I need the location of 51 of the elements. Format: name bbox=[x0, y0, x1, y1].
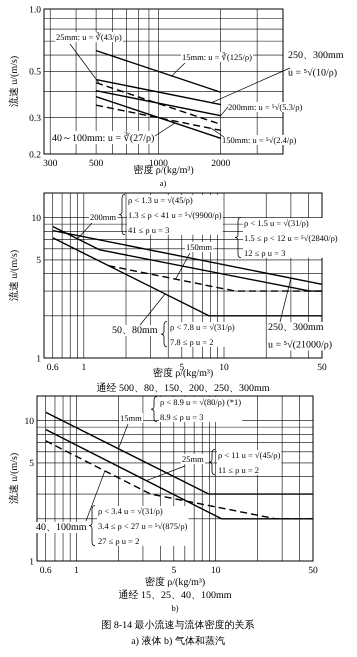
annotation: 200mm: u = ⁵√(5.3/ρ) bbox=[228, 102, 302, 112]
x-tick-label: 50 bbox=[317, 363, 327, 373]
x-axis-title: 密度 ρ/(kg/m³) bbox=[144, 576, 206, 588]
y-tick-label: 0.5 bbox=[29, 68, 42, 78]
annotation: 200mm bbox=[90, 212, 116, 222]
y-tick-label: 1 bbox=[36, 354, 42, 364]
annotation: ρ < 7.8 u = √(31/ρ) 7.8 ≤ ρ u = 2 bbox=[170, 322, 235, 347]
annotation: ρ < 1.3 u = √(45/ρ) 1.3 ≤ ρ < 41 u = ⁵√(9900/ρ) 41 ≤ ρ u = 3 bbox=[128, 195, 222, 235]
y-axis-title: 流速 u/(m/s) bbox=[8, 452, 20, 504]
x-tick-label: 2000 bbox=[211, 159, 230, 169]
y-tick-label: 0.2 bbox=[29, 150, 42, 160]
annotation: 15mm bbox=[120, 413, 142, 423]
y-tick-label: 5 bbox=[29, 459, 34, 470]
x-tick-label: 5 bbox=[171, 566, 176, 576]
annotation: 250、300mm u = ⁵√(10/ρ) bbox=[288, 50, 344, 78]
x-tick-label: 500 bbox=[88, 159, 104, 169]
x-tick-label: 0.6 bbox=[46, 363, 59, 373]
caption: 图 8-14 最小流速与流体密度的关系 bbox=[101, 619, 255, 631]
text: 通经 15、25、40、100mm bbox=[118, 589, 232, 601]
x-tick-label: 300 bbox=[43, 159, 58, 169]
y-tick-label: 1 bbox=[29, 557, 34, 568]
y-axis-title: 流速 u/(m/s) bbox=[8, 250, 20, 302]
annotation: ρ < 11 u = √(45/ρ) 11 ≤ ρ u = 2 bbox=[218, 450, 280, 475]
annotation: 25mm: u = ∛(43/ρ) bbox=[56, 32, 122, 42]
annotation: 40～100mm: u = ∛(27/ρ) bbox=[52, 131, 154, 144]
y-axis-title: 流速 u/(m/s) bbox=[8, 56, 20, 108]
text: 通经 500、80、150、200、250、300mm bbox=[96, 382, 270, 394]
annotation: 15mm: u = ∛(125/ρ) bbox=[182, 52, 252, 62]
x-tick-label: 50 bbox=[308, 566, 318, 576]
annotation: 150mm: u = ⁵√(2.4/ρ) bbox=[222, 135, 296, 145]
annotation: 50、80mm bbox=[112, 325, 158, 336]
text: a) bbox=[160, 178, 166, 188]
x-tick-label: 0.6 bbox=[40, 566, 52, 576]
x-tick-label: 1 bbox=[81, 363, 86, 373]
annotation: 25mm bbox=[182, 454, 204, 464]
text: b) bbox=[171, 603, 179, 613]
annotation: ρ < 8.9 u = √(80/ρ) (*1) 8.9 ≤ ρ u = 3 bbox=[160, 397, 242, 422]
x-tick-label: 10 bbox=[219, 363, 230, 373]
annotation: ρ < 1.5 u = √(31/ρ) 1.5 ≤ ρ < 12 u = ⁵√(2840/ρ) 12 ≤ ρ u = 3 bbox=[244, 218, 338, 258]
x-tick-label: 1 bbox=[74, 566, 80, 576]
y-tick-label: 5 bbox=[36, 256, 42, 266]
annotation: 250、300mm u = ⁵√(21000/ρ) bbox=[268, 322, 332, 350]
annotation: 150mm bbox=[186, 242, 212, 252]
x-tick-label: 10 bbox=[210, 566, 221, 576]
y-tick-label: 10 bbox=[24, 417, 34, 428]
y-tick-label: 0.3 bbox=[29, 114, 42, 124]
y-tick-label: 10 bbox=[32, 214, 42, 224]
annotation: 40、100mm bbox=[36, 522, 87, 533]
annotation: ρ < 3.4 u = √(31/ρ) 3.4 ≤ ρ < 27 u = ⁵√(875/ρ) 27 ≤ ρ u = 2 bbox=[98, 506, 188, 546]
text: a) 液体 b) 气体和蒸汽 bbox=[131, 635, 225, 647]
y-tick-label: 1.0 bbox=[29, 5, 42, 16]
